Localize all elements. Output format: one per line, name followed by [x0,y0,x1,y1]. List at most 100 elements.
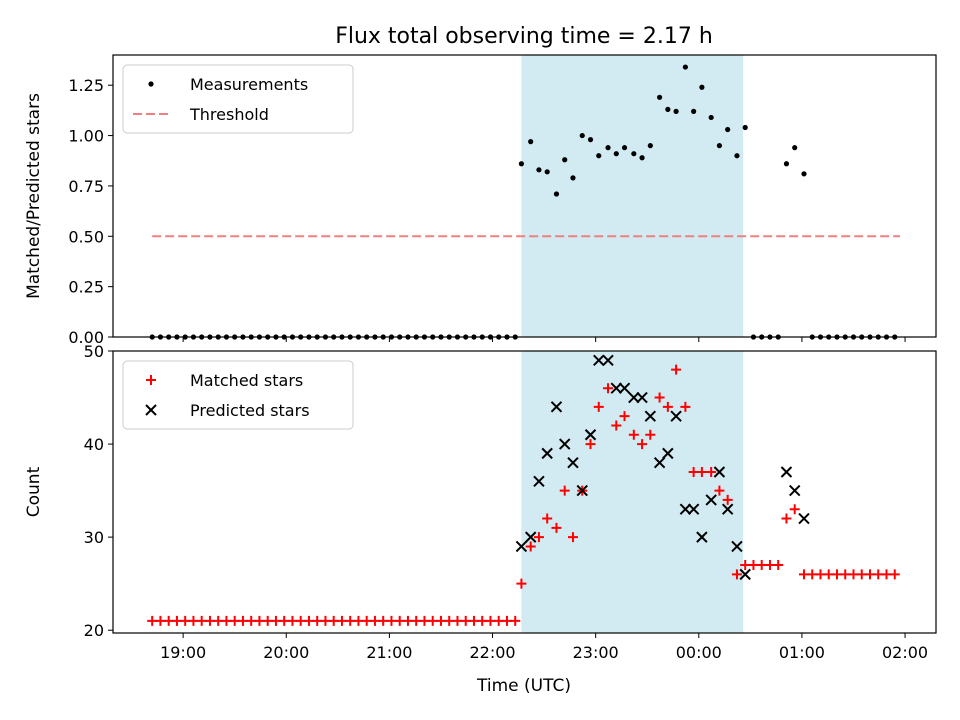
predicted-star-point [653,456,666,469]
predicted-star-point [593,354,605,367]
measurement-point [605,145,611,151]
legend-marker-predicted [145,404,157,416]
legend: Matched stars Predicted stars [122,360,354,430]
predicted-star-point [739,568,751,581]
predicted-star-point [679,503,692,515]
measurement-point [587,137,594,143]
predicted-star-point [610,382,622,394]
matched-star-point [722,494,733,505]
matched-star-point [567,532,578,543]
matched-star-point [593,401,604,412]
matched-star-point [706,466,717,477]
plot-frame [112,350,937,634]
measurement-point [673,108,679,114]
predicted-star-point [798,512,810,525]
legend-marker-measurements [148,81,154,87]
measurement-point [801,171,807,177]
measurement-point [631,151,637,157]
matched-star-point [680,401,691,412]
matched-star-point [662,401,673,412]
predicted-star-point [576,484,588,497]
matched-star-point [731,569,742,580]
predicted-star-point [687,503,700,515]
legend-label: Matched stars [190,371,303,390]
matched-star-point [516,578,527,589]
x-tick-label: 21:00 [366,643,412,662]
x-tick-label: 19:00 [160,643,206,662]
measurement-point [570,175,576,181]
measurement-point [716,143,723,149]
measurement-point [621,145,628,151]
measurement-point [699,84,705,90]
matched-star-point [551,522,562,533]
measurement-point [536,167,542,173]
matched-star-point [645,429,656,440]
x-axis-label: Time (UTC) [476,676,571,696]
measurement-point [579,132,585,139]
matched-star-point [714,485,725,496]
measurement-point [783,161,790,167]
bottom-panel: 20 30 40 50 19:00 20:00 21:00 22:00 23:00 00:00 01… [24,342,937,662]
predicted-star-point [713,466,726,478]
measurement-point [639,155,645,161]
matched-star-point [789,504,800,515]
measurement-point [647,143,653,149]
predicted-star-point [533,475,545,488]
predicted-star-point [636,391,648,404]
matched-star-point [781,513,792,524]
predicted-star-point [780,466,793,478]
x-tick-label: 22:00 [469,643,515,662]
y-tick-label: 0.25 [68,278,104,297]
x-tick-label: 00:00 [676,643,722,662]
matched-star-point [585,439,596,450]
predicted-star-point [559,438,571,450]
predicted-star-point [789,484,801,497]
predicted-star-point [696,531,708,543]
predicted-star-point [705,494,717,506]
y-tick-label: 0.75 [68,177,104,196]
measurement-point [518,161,525,167]
measurement-point [553,191,560,197]
measurement-point [544,169,550,175]
predicted-star-point [670,410,682,422]
legend-label: Threshold [189,105,269,124]
y-tick-label: 0.00 [68,328,104,347]
measurement-point [742,124,748,131]
measurement-point [596,153,602,159]
predicted-star-point [584,429,597,441]
x-tick-label: 20:00 [263,643,309,662]
matched-star-point [628,429,639,440]
matched-star-point [889,569,900,580]
matched-star-point [619,411,630,422]
y-tick-label: 40 [84,435,104,454]
predicted-star-point [515,540,528,553]
top-panel: 0.00 0.25 0.50 0.75 1.00 1.25 Matched/Predicte… [24,54,937,347]
legend-marker-matched [146,375,156,385]
measurement-point [613,151,619,157]
predicted-star-point [602,354,614,367]
matched-star-point [654,392,665,403]
x-tick-label: 02:00 [882,643,928,662]
y-tick-label: 30 [84,528,104,547]
y-tick-label: 0.50 [68,227,104,246]
legend-box [122,64,354,134]
matched-star-point [525,541,536,552]
predicted-star-point [644,410,657,422]
matched-star-point [637,439,648,450]
matched-star-point [533,532,544,543]
y-axis-label: Matched/Predicted stars [24,93,44,299]
matched-star-point [510,615,521,626]
measurement-point [734,153,740,159]
legend-label: Measurements [190,75,308,94]
predicted-star-point [618,382,631,394]
matched-star-point [611,420,622,431]
y-tick-label: 20 [84,621,104,640]
measurement-point [682,64,688,70]
matched-star-point [671,364,682,375]
measurement-point [657,94,663,100]
predicted-star-point [628,391,640,404]
y-tick-label: 50 [84,342,104,361]
predicted-star-point [567,456,579,469]
observing-span [521,351,744,633]
